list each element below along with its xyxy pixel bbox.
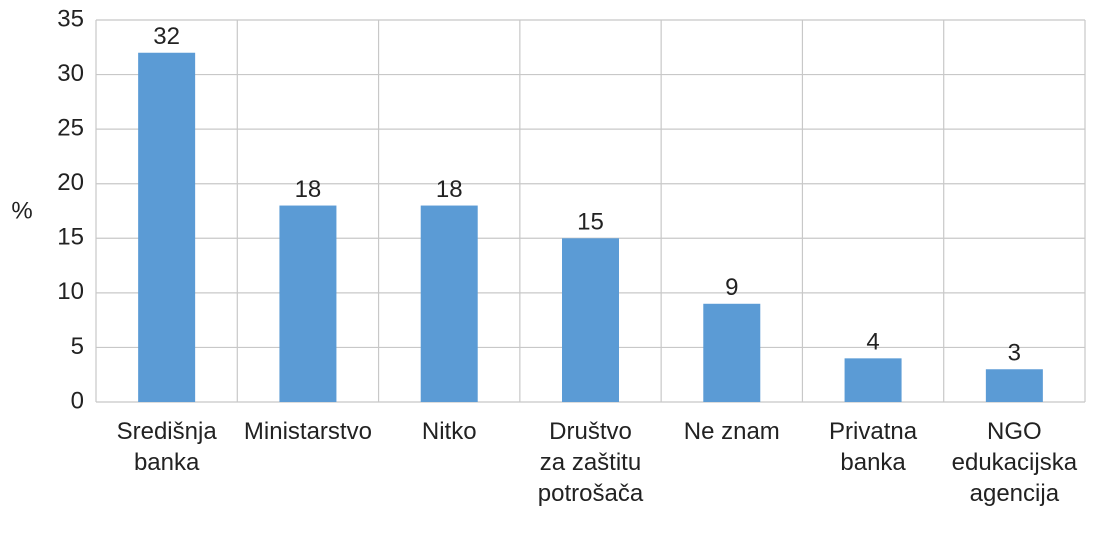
bar <box>420 205 478 402</box>
x-tick-label: Ne znam <box>684 418 780 445</box>
x-tick-label: Središnja banka <box>117 418 218 476</box>
value-label: 4 <box>866 329 879 356</box>
bar <box>703 303 761 402</box>
value-label: 32 <box>153 23 180 50</box>
bar <box>985 369 1043 402</box>
bar <box>279 205 337 402</box>
y-axis-label: % <box>11 197 32 224</box>
y-tick-label: 10 <box>57 278 84 305</box>
bar <box>844 358 902 402</box>
x-tick-label: Privatna banka <box>829 418 918 476</box>
value-label: 9 <box>725 274 738 301</box>
y-tick-label: 5 <box>71 333 84 360</box>
y-tick-label: 35 <box>57 5 84 32</box>
value-label: 3 <box>1008 340 1021 367</box>
bar <box>138 52 196 402</box>
x-tick-label: Ministarstvo <box>244 418 372 445</box>
value-label: 18 <box>295 176 322 203</box>
y-tick-label: 0 <box>71 387 84 414</box>
value-label: 18 <box>436 176 463 203</box>
y-tick-label: 15 <box>57 224 84 251</box>
y-tick-label: 20 <box>57 169 84 196</box>
bar <box>562 238 619 402</box>
x-tick-label: Nitko <box>422 418 477 445</box>
y-tick-label: 30 <box>57 60 84 87</box>
y-tick-label: 25 <box>57 114 84 141</box>
x-tick-label: Društvo za zaštitu potrošača <box>538 418 644 507</box>
x-tick-label: NGO edukacijska agencija <box>952 418 1078 507</box>
value-label: 15 <box>577 209 604 236</box>
